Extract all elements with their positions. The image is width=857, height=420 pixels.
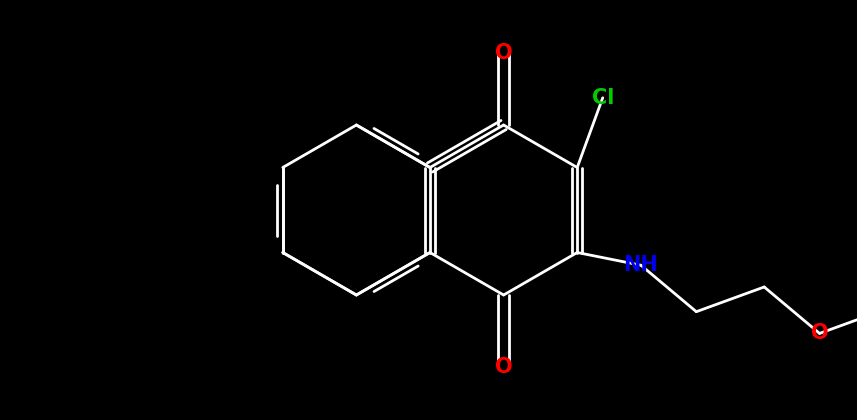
Text: Cl: Cl — [591, 88, 614, 108]
Text: O: O — [494, 357, 512, 377]
Text: O: O — [811, 323, 829, 344]
Text: O: O — [494, 43, 512, 63]
Text: NH: NH — [624, 255, 658, 275]
